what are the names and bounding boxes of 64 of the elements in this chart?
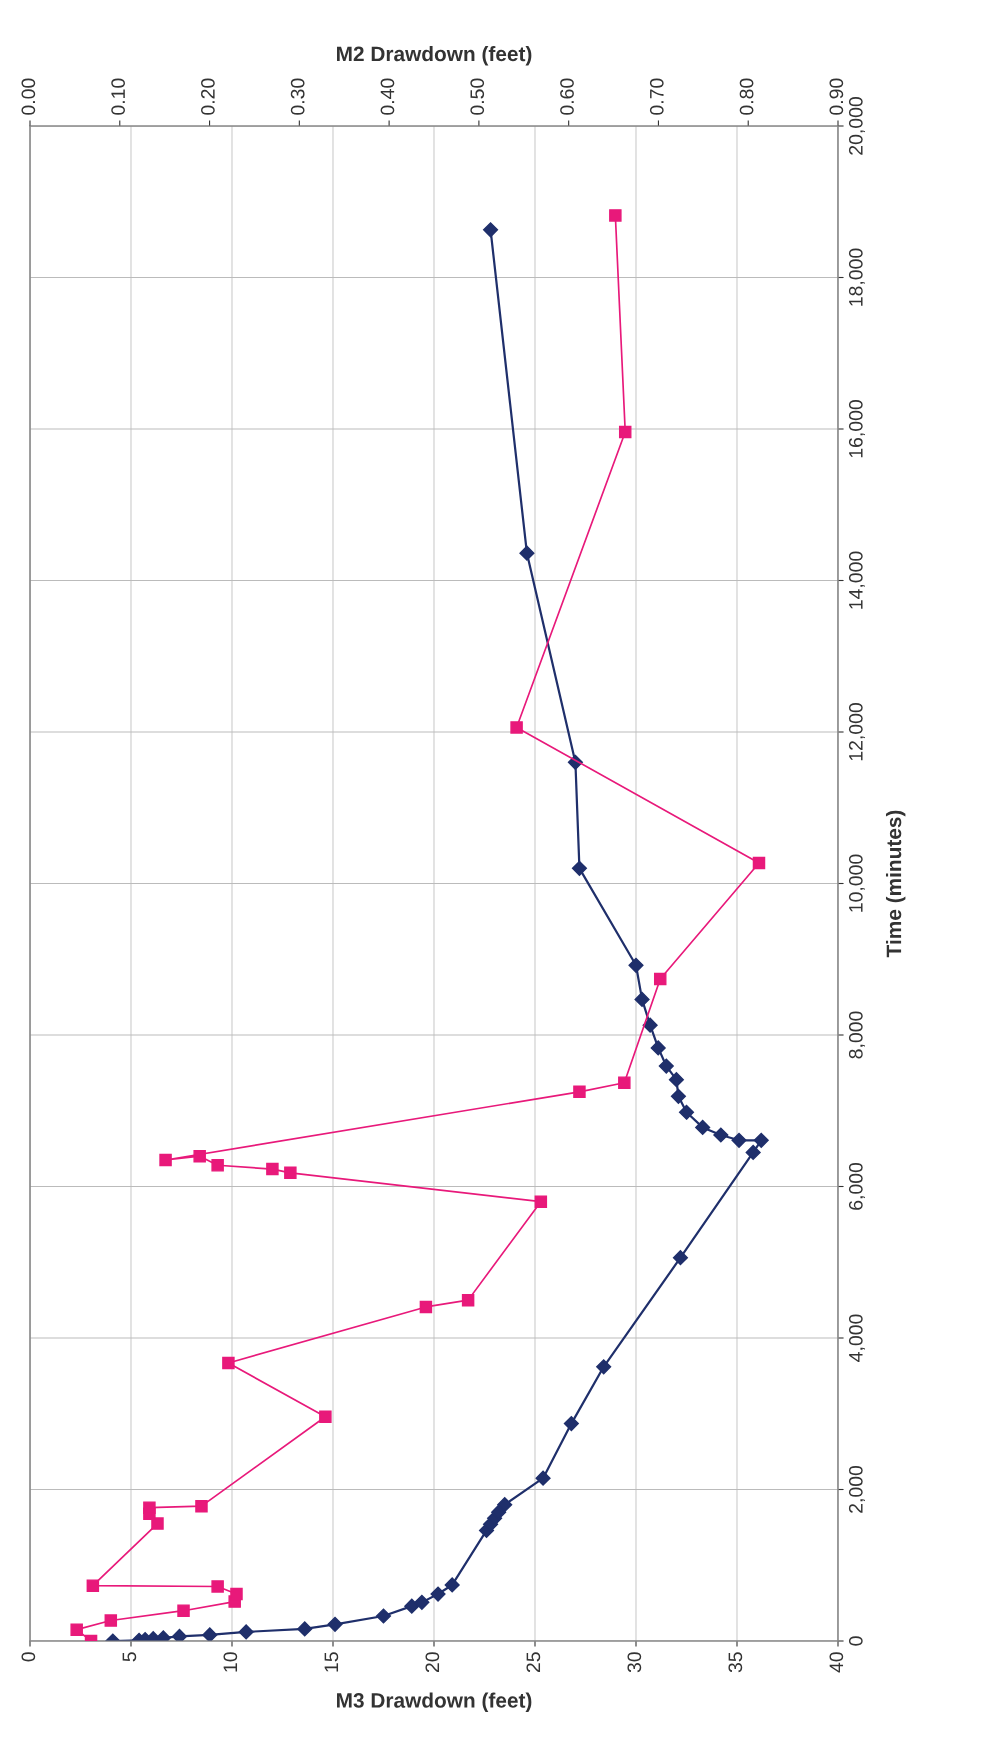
x-tick-label: 15 <box>324 1652 339 1672</box>
point <box>171 1628 188 1641</box>
y-tick-label: 2,000 <box>848 1465 865 1513</box>
point <box>670 1088 686 1104</box>
x2-axis-title: M2 Drawdown (feet) <box>337 45 532 66</box>
point <box>202 1627 218 1641</box>
y-tick-label: 20,000 <box>848 97 865 155</box>
point <box>628 957 644 973</box>
point <box>444 1577 460 1593</box>
point <box>753 1132 769 1148</box>
x2-tick-label: 0.60 <box>560 78 574 115</box>
x2-tick-label: 0.00 <box>21 78 36 115</box>
x-tick-label: 20 <box>425 1652 440 1673</box>
x-tick-label: 10 <box>223 1652 238 1672</box>
point <box>731 1132 747 1148</box>
point <box>642 1017 658 1033</box>
x2-tick-label: 0.40 <box>380 78 395 115</box>
point <box>414 1594 430 1610</box>
y-tick-label: 0 <box>848 1636 863 1646</box>
y-tick-label: 10,000 <box>848 854 865 912</box>
y-tick-label: 8,000 <box>848 1011 865 1059</box>
point <box>238 1624 254 1640</box>
y-tick-label: 12,000 <box>848 703 865 761</box>
point <box>375 1608 392 1624</box>
y-tick-label: 14,000 <box>848 551 865 609</box>
x2-tick-label: 0.10 <box>111 78 125 115</box>
point <box>668 1072 684 1088</box>
x2-tick-label: 0.50 <box>470 78 485 115</box>
x-tick-label: 40 <box>829 1652 844 1673</box>
point <box>519 545 535 561</box>
point <box>672 1250 689 1266</box>
point <box>658 1058 674 1074</box>
point <box>430 1586 446 1602</box>
point <box>695 1119 711 1135</box>
x-tick-label: 30 <box>627 1652 642 1673</box>
x2-tick-label: 0.70 <box>649 78 664 115</box>
y-axis-title: Time (minutes) <box>885 810 906 958</box>
x2-tick-label: 0.30 <box>290 78 305 115</box>
point <box>678 1104 695 1120</box>
point <box>404 1598 420 1614</box>
point <box>482 222 499 238</box>
point <box>563 1416 579 1432</box>
point <box>634 991 650 1007</box>
x2-tick-label: 0.20 <box>201 78 215 115</box>
point <box>650 1040 666 1056</box>
point <box>297 1621 313 1637</box>
x-tick-label: 5 <box>122 1652 137 1662</box>
x-tick-label: 35 <box>728 1652 743 1673</box>
point <box>571 860 588 876</box>
y-tick-label: 16,000 <box>848 400 865 458</box>
x-tick-label: 25 <box>526 1652 541 1673</box>
x-axis-title: M3 Drawdown (feet) <box>337 1692 532 1712</box>
y-tick-label: 4,000 <box>848 1314 865 1362</box>
point <box>596 1359 612 1375</box>
y-tick-label: 6,000 <box>848 1162 865 1210</box>
x2-tick-label: 0.80 <box>739 78 754 115</box>
point <box>713 1127 729 1143</box>
x-tick-label: 0 <box>21 1652 36 1662</box>
x2-tick-label: 0.90 <box>829 78 844 115</box>
point <box>535 1470 551 1486</box>
point <box>497 1497 513 1513</box>
y-tick-label: 18,000 <box>848 248 865 306</box>
point <box>745 1144 761 1160</box>
point <box>327 1616 343 1632</box>
